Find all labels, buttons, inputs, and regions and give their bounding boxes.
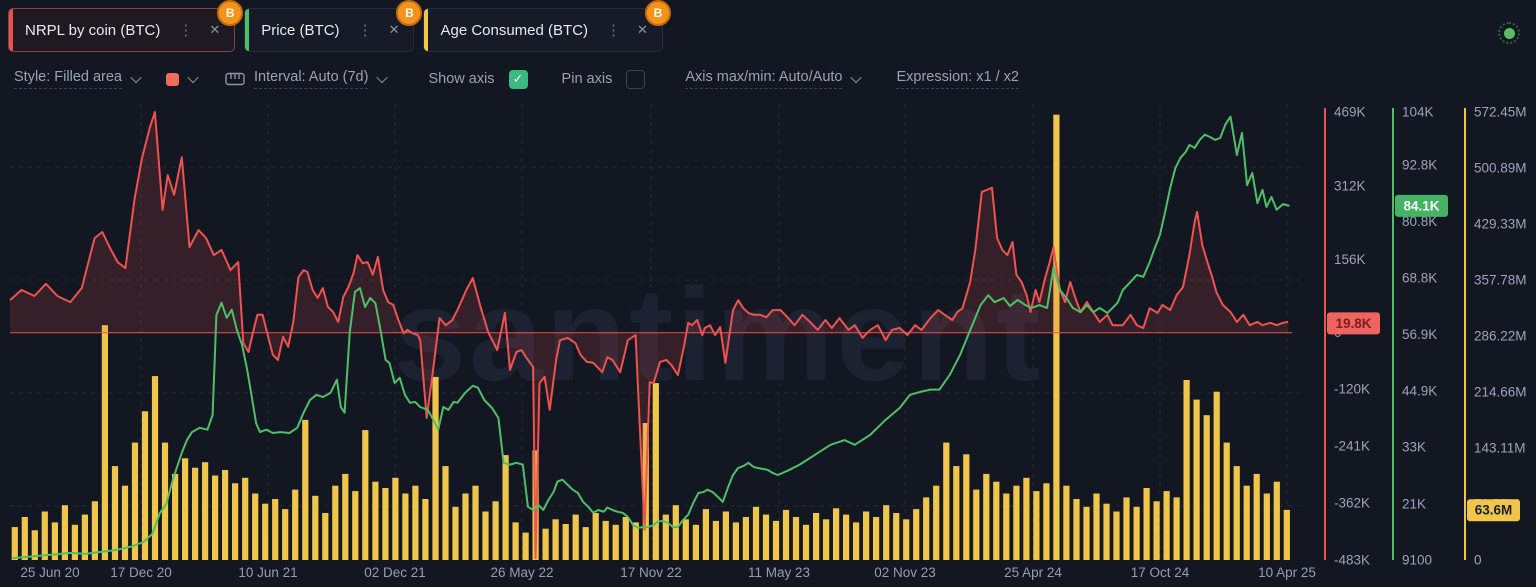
chevron-down-icon bbox=[850, 71, 863, 84]
date-label: 17 Oct 24 bbox=[1131, 565, 1190, 580]
axis-tick-nrpl: -120K bbox=[1334, 382, 1370, 397]
kebab-menu-icon[interactable]: ⋮ bbox=[178, 22, 194, 39]
pin-axis-toggle[interactable]: Pin axis bbox=[561, 69, 646, 89]
last-value-badge-age: 63.6M bbox=[1467, 499, 1520, 522]
series-color-dropdown[interactable] bbox=[140, 71, 199, 86]
connection-status-indicator bbox=[1498, 22, 1520, 44]
close-icon[interactable]: ✕ bbox=[637, 22, 648, 37]
kebab-menu-icon[interactable]: ⋮ bbox=[357, 22, 373, 39]
color-swatch[interactable] bbox=[166, 72, 179, 86]
tab-label: NRPL by coin (BTC) bbox=[25, 21, 161, 39]
date-label: 02 Nov 23 bbox=[874, 565, 936, 580]
tab-label: Age Consumed (BTC) bbox=[440, 21, 589, 39]
axis-maxmin-label: Axis max/min: Auto/Auto bbox=[685, 69, 843, 89]
axis-tick-price: 80.8K bbox=[1402, 214, 1437, 229]
axis-tick-price: 44.9K bbox=[1402, 384, 1437, 399]
tab-age-consumed[interactable]: Age Consumed (BTC) ⋮ ✕ B bbox=[423, 0, 671, 52]
nrpl-area bbox=[10, 112, 1289, 559]
ruler-icon bbox=[225, 71, 245, 87]
tab-price[interactable]: Price (BTC) ⋮ ✕ B bbox=[244, 0, 423, 52]
axis-tick-nrpl: -483K bbox=[1334, 553, 1370, 568]
axis-tick-price: 68.8K bbox=[1402, 271, 1437, 286]
status-dot bbox=[1503, 27, 1515, 39]
last-value-badge-nrpl: 19.8K bbox=[1327, 312, 1380, 335]
axis-tick-price: 33K bbox=[1402, 440, 1426, 455]
show-axis-label: Show axis bbox=[428, 71, 495, 87]
style-dropdown[interactable]: Style: Filled area bbox=[14, 69, 142, 89]
date-label: 26 May 22 bbox=[490, 565, 553, 580]
date-label: 02 Dec 21 bbox=[364, 565, 426, 580]
axis-tick-price: 92.8K bbox=[1402, 157, 1437, 172]
date-label: 10 Jun 21 bbox=[238, 565, 297, 580]
bitcoin-icon: B bbox=[644, 0, 671, 26]
close-icon[interactable]: ✕ bbox=[388, 22, 400, 37]
date-label: 11 May 23 bbox=[748, 565, 810, 580]
kebab-menu-icon[interactable]: ⋮ bbox=[606, 22, 622, 39]
date-label: 17 Dec 20 bbox=[110, 565, 172, 580]
date-label: 25 Jun 20 bbox=[20, 565, 79, 580]
tab-accent-bar bbox=[424, 9, 429, 51]
date-label: 17 Nov 22 bbox=[620, 565, 682, 580]
axis-tick-age: 143.11M bbox=[1474, 441, 1526, 456]
axis-tick-price: 9100 bbox=[1402, 553, 1432, 568]
interval-label: Interval: Auto (7d) bbox=[254, 69, 369, 89]
chart-toolbar: Style: Filled area Interval: Auto (7d) S… bbox=[0, 62, 1536, 96]
axis-tick-age: 214.66M bbox=[1474, 385, 1527, 400]
date-label: 25 Apr 24 bbox=[1004, 565, 1062, 580]
chevron-down-icon bbox=[376, 71, 389, 84]
tab-nrpl-by-coin[interactable]: NRPL by coin (BTC) ⋮ ✕ B bbox=[8, 0, 244, 52]
close-icon[interactable]: ✕ bbox=[209, 22, 221, 37]
tab-label: Price (BTC) bbox=[261, 21, 340, 39]
axis-tick-nrpl: -241K bbox=[1334, 439, 1370, 454]
bitcoin-icon: B bbox=[217, 0, 244, 26]
axis-tick-price: 21K bbox=[1402, 496, 1426, 511]
bitcoin-icon: B bbox=[396, 0, 423, 26]
axis-tick-nrpl: 156K bbox=[1334, 252, 1366, 267]
expression-control[interactable]: Expression: x1 / x2 bbox=[896, 69, 1019, 89]
date-label: 10 Apr 25 bbox=[1258, 565, 1316, 580]
axis-tick-nrpl: 469K bbox=[1334, 105, 1366, 120]
axis-tick-age: 0 bbox=[1474, 553, 1482, 568]
axis-tick-age: 500.89M bbox=[1474, 161, 1527, 176]
axis-tick-price: 104K bbox=[1402, 105, 1434, 120]
nrpl-line bbox=[9, 111, 1289, 560]
axis-tick-age: 572.45M bbox=[1474, 105, 1527, 120]
tab-accent-bar bbox=[245, 9, 250, 51]
axis-maxmin-dropdown[interactable]: Axis max/min: Auto/Auto bbox=[685, 69, 863, 89]
tab-accent-bar bbox=[9, 9, 13, 51]
expression-label: Expression: x1 / x2 bbox=[896, 69, 1019, 89]
axis-tick-age: 286.22M bbox=[1474, 329, 1527, 344]
svg-text:63.6M: 63.6M bbox=[1475, 503, 1513, 518]
show-axis-checkbox[interactable]: ✓ bbox=[508, 69, 528, 89]
axis-tick-nrpl: 312K bbox=[1334, 178, 1366, 193]
pin-axis-label: Pin axis bbox=[561, 71, 613, 87]
axis-tick-age: 357.78M bbox=[1474, 273, 1527, 288]
metric-tabbar: NRPL by coin (BTC) ⋮ ✕ B Price (BTC) ⋮ ✕… bbox=[8, 0, 671, 52]
age-consumed-bars bbox=[11, 114, 1290, 560]
axis-tick-nrpl: -362K bbox=[1334, 496, 1370, 511]
svg-text:84.1K: 84.1K bbox=[1403, 198, 1439, 213]
svg-text:19.8K: 19.8K bbox=[1335, 316, 1371, 331]
axis-tick-price: 56.9K bbox=[1402, 327, 1437, 342]
style-label: Style: Filled area bbox=[14, 69, 122, 89]
axis-tick-age: 429.33M bbox=[1474, 217, 1527, 232]
show-axis-toggle[interactable]: Show axis ✓ bbox=[428, 69, 528, 89]
pin-axis-checkbox[interactable] bbox=[626, 69, 646, 89]
price-line bbox=[12, 115, 1290, 560]
interval-dropdown[interactable]: Interval: Auto (7d) bbox=[197, 69, 389, 89]
last-value-badge-price: 84.1K bbox=[1395, 194, 1448, 217]
